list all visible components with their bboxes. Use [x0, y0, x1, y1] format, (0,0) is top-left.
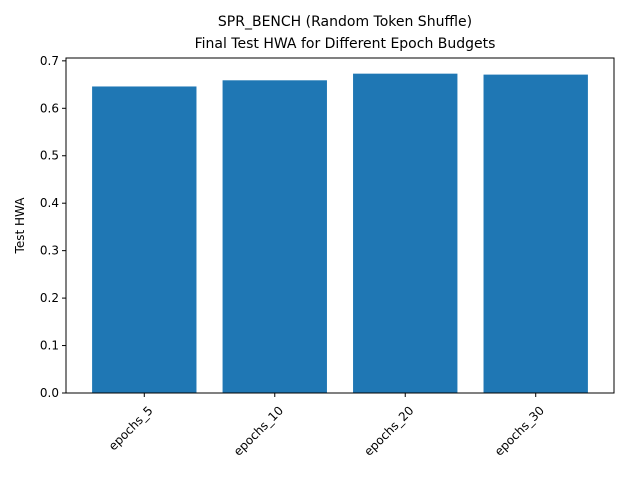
y-axis: 0.0 0.1 0.2 0.3 0.4 0.5 0.6 0.7 — [40, 54, 66, 400]
y-axis-label: Test HWA — [13, 197, 27, 255]
x-tick-label: epochs_30 — [492, 403, 547, 458]
y-tick-label: 0.2 — [40, 291, 59, 305]
y-tick-label: 0.7 — [40, 54, 59, 68]
y-tick-label: 0.5 — [40, 149, 59, 163]
bar-epochs_10 — [222, 80, 327, 393]
y-tick-label: 0.6 — [40, 101, 59, 115]
bar-epochs_20 — [353, 73, 458, 394]
bars-group — [92, 73, 588, 394]
y-tick-label: 0.0 — [40, 386, 59, 400]
x-tick-label: epochs_10 — [231, 403, 286, 458]
plot-frame — [65, 57, 615, 394]
chart-title-line-2: Final Test HWA for Different Epoch Budge… — [195, 36, 496, 52]
y-tick-label: 0.4 — [40, 196, 59, 210]
y-tick-label: 0.1 — [40, 339, 59, 353]
bar-epochs_5 — [92, 86, 197, 394]
y-tick-label: 0.3 — [40, 244, 59, 258]
chart-title-line-1: SPR_BENCH (Random Token Shuffle) — [218, 14, 472, 30]
bar-epochs_30 — [483, 74, 588, 393]
x-axis: epochs_5 epochs_10 epochs_20 epochs_30 — [106, 393, 547, 459]
x-tick-label: epochs_5 — [106, 403, 156, 453]
x-tick-label: epochs_20 — [361, 403, 416, 458]
